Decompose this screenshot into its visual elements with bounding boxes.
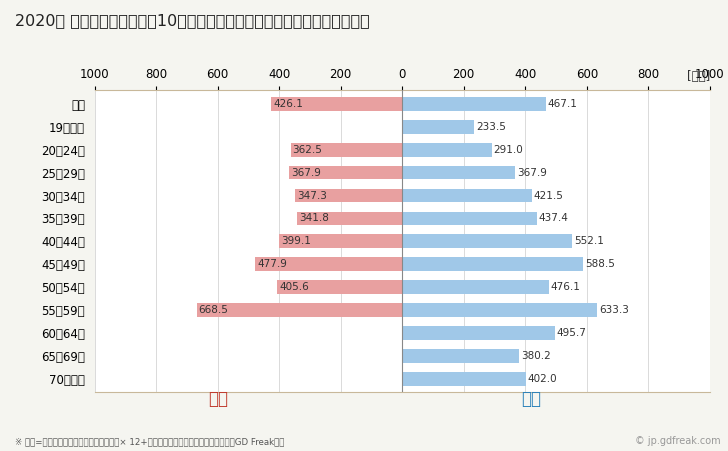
Text: [万円]: [万円] <box>687 70 710 83</box>
Text: 341.8: 341.8 <box>299 213 329 223</box>
Text: © jp.gdfreak.com: © jp.gdfreak.com <box>635 437 721 446</box>
Text: 347.3: 347.3 <box>297 190 327 201</box>
Bar <box>402 120 474 133</box>
Bar <box>402 303 597 317</box>
Bar <box>271 97 402 111</box>
Bar <box>296 189 402 202</box>
Bar <box>402 189 532 202</box>
Text: 362.5: 362.5 <box>293 145 323 155</box>
Bar <box>402 235 572 248</box>
Text: 668.5: 668.5 <box>199 305 229 315</box>
Bar <box>280 235 402 248</box>
Bar <box>402 166 515 179</box>
Text: 476.1: 476.1 <box>550 282 580 292</box>
Text: 437.4: 437.4 <box>539 213 569 223</box>
Text: 380.2: 380.2 <box>521 351 551 361</box>
Text: 421.5: 421.5 <box>534 190 563 201</box>
Text: 男性: 男性 <box>521 390 542 408</box>
Text: 588.5: 588.5 <box>585 259 615 269</box>
Text: 399.1: 399.1 <box>281 236 311 246</box>
Text: 367.9: 367.9 <box>517 168 547 178</box>
Text: 426.1: 426.1 <box>273 99 303 109</box>
Bar <box>197 303 402 317</box>
Text: 477.9: 477.9 <box>257 259 287 269</box>
Bar <box>297 212 402 225</box>
Text: ※ 年収=「きまって支給する現金給与額」× 12+「年間賞与その他特別給与額」としてGD Freak推計: ※ 年収=「きまって支給する現金給与額」× 12+「年間賞与その他特別給与額」と… <box>15 437 284 446</box>
Text: 633.3: 633.3 <box>599 305 629 315</box>
Text: 233.5: 233.5 <box>476 122 506 132</box>
Bar <box>289 166 402 179</box>
Bar <box>402 212 537 225</box>
Text: 467.1: 467.1 <box>547 99 577 109</box>
Text: 552.1: 552.1 <box>574 236 604 246</box>
Text: 402.0: 402.0 <box>528 373 558 384</box>
Bar <box>277 280 402 294</box>
Bar <box>402 326 555 340</box>
Bar <box>402 143 491 156</box>
Bar <box>256 258 402 271</box>
Text: 2020年 民間企業（従業者数10人以上）フルタイム労働者の男女別平均年収: 2020年 民間企業（従業者数10人以上）フルタイム労働者の男女別平均年収 <box>15 14 369 28</box>
Bar <box>402 97 546 111</box>
Bar <box>290 143 402 156</box>
Bar <box>402 280 549 294</box>
Text: 495.7: 495.7 <box>556 328 587 338</box>
Text: 女性: 女性 <box>208 390 229 408</box>
Bar <box>402 372 526 386</box>
Text: 367.9: 367.9 <box>291 168 321 178</box>
Text: 405.6: 405.6 <box>280 282 309 292</box>
Bar <box>402 258 583 271</box>
Text: 291.0: 291.0 <box>494 145 523 155</box>
Bar <box>402 349 519 363</box>
